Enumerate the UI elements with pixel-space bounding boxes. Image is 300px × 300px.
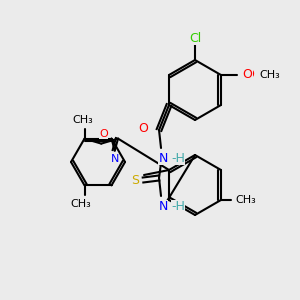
Text: -: -: [261, 68, 265, 82]
Text: N: N: [111, 154, 119, 164]
Text: CH₃: CH₃: [70, 200, 91, 209]
Text: CH₃: CH₃: [259, 70, 280, 80]
Text: O: O: [99, 129, 108, 139]
Text: CH₃: CH₃: [72, 115, 93, 124]
Text: O: O: [138, 122, 148, 134]
Text: N: N: [158, 200, 168, 212]
Text: CH₃: CH₃: [235, 195, 256, 205]
Text: Cl: Cl: [189, 32, 201, 44]
Text: -H: -H: [171, 200, 185, 212]
Text: O: O: [244, 68, 254, 82]
Text: N: N: [158, 152, 168, 164]
Text: O: O: [242, 68, 252, 82]
Text: -H: -H: [171, 152, 185, 164]
Text: S: S: [131, 173, 139, 187]
